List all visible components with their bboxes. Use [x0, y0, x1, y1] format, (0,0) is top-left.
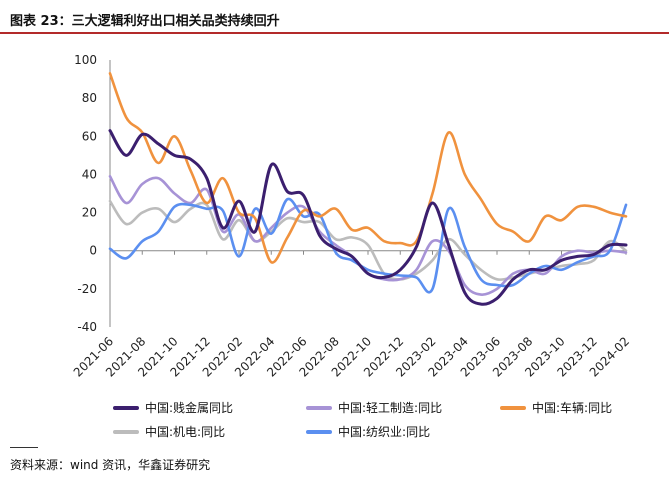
title-divider [0, 32, 669, 34]
footer-divider [10, 447, 38, 448]
source-note: 资料来源：wind 资讯，华鑫证券研究 [10, 458, 211, 472]
y-tick-label: 100 [74, 53, 97, 67]
legend-swatch [113, 429, 139, 434]
legend-label: 中国:机电:同比 [145, 425, 226, 439]
y-tick-label: 60 [82, 129, 97, 143]
chart-title: 图表 23：三大逻辑利好出口相关品类持续回升 [10, 14, 280, 29]
legend-label: 中国:车辆:同比 [532, 401, 613, 415]
y-tick-label: -40 [77, 320, 97, 334]
legend-item-electromechanical: 中国:机电:同比 [113, 423, 225, 440]
legend-item-textile: 中国:纺织业:同比 [306, 423, 430, 440]
legend-swatch [113, 405, 139, 410]
y-tick-label: 80 [82, 91, 97, 105]
series-line-2 [108, 72, 628, 264]
legend-item-base-metals: 中国:贱金属同比 [113, 399, 233, 416]
legend-label: 中国:纺织业:同比 [338, 425, 431, 439]
legend-swatch [306, 429, 332, 434]
series-line-0 [108, 129, 628, 306]
legend-item-light-industry: 中国:轻工制造:同比 [306, 399, 442, 416]
axes [109, 60, 626, 327]
legend-item-vehicles: 中国:车辆:同比 [500, 399, 612, 416]
series-line-4 [108, 197, 628, 294]
y-tick-label: -20 [77, 282, 97, 296]
series-line-1 [108, 175, 628, 296]
y-tick-label: 40 [82, 167, 97, 181]
legend-swatch [500, 405, 526, 410]
y-tick-label: 0 [89, 244, 97, 258]
legend-label: 中国:贱金属同比 [145, 401, 234, 415]
y-axis-ticks: -40 -20 0 20 40 60 80 100 [74, 53, 97, 334]
legend-swatch [306, 405, 332, 410]
y-tick-label: 20 [82, 206, 97, 220]
series-lines [108, 72, 628, 306]
legend-label: 中国:轻工制造:同比 [338, 401, 443, 415]
